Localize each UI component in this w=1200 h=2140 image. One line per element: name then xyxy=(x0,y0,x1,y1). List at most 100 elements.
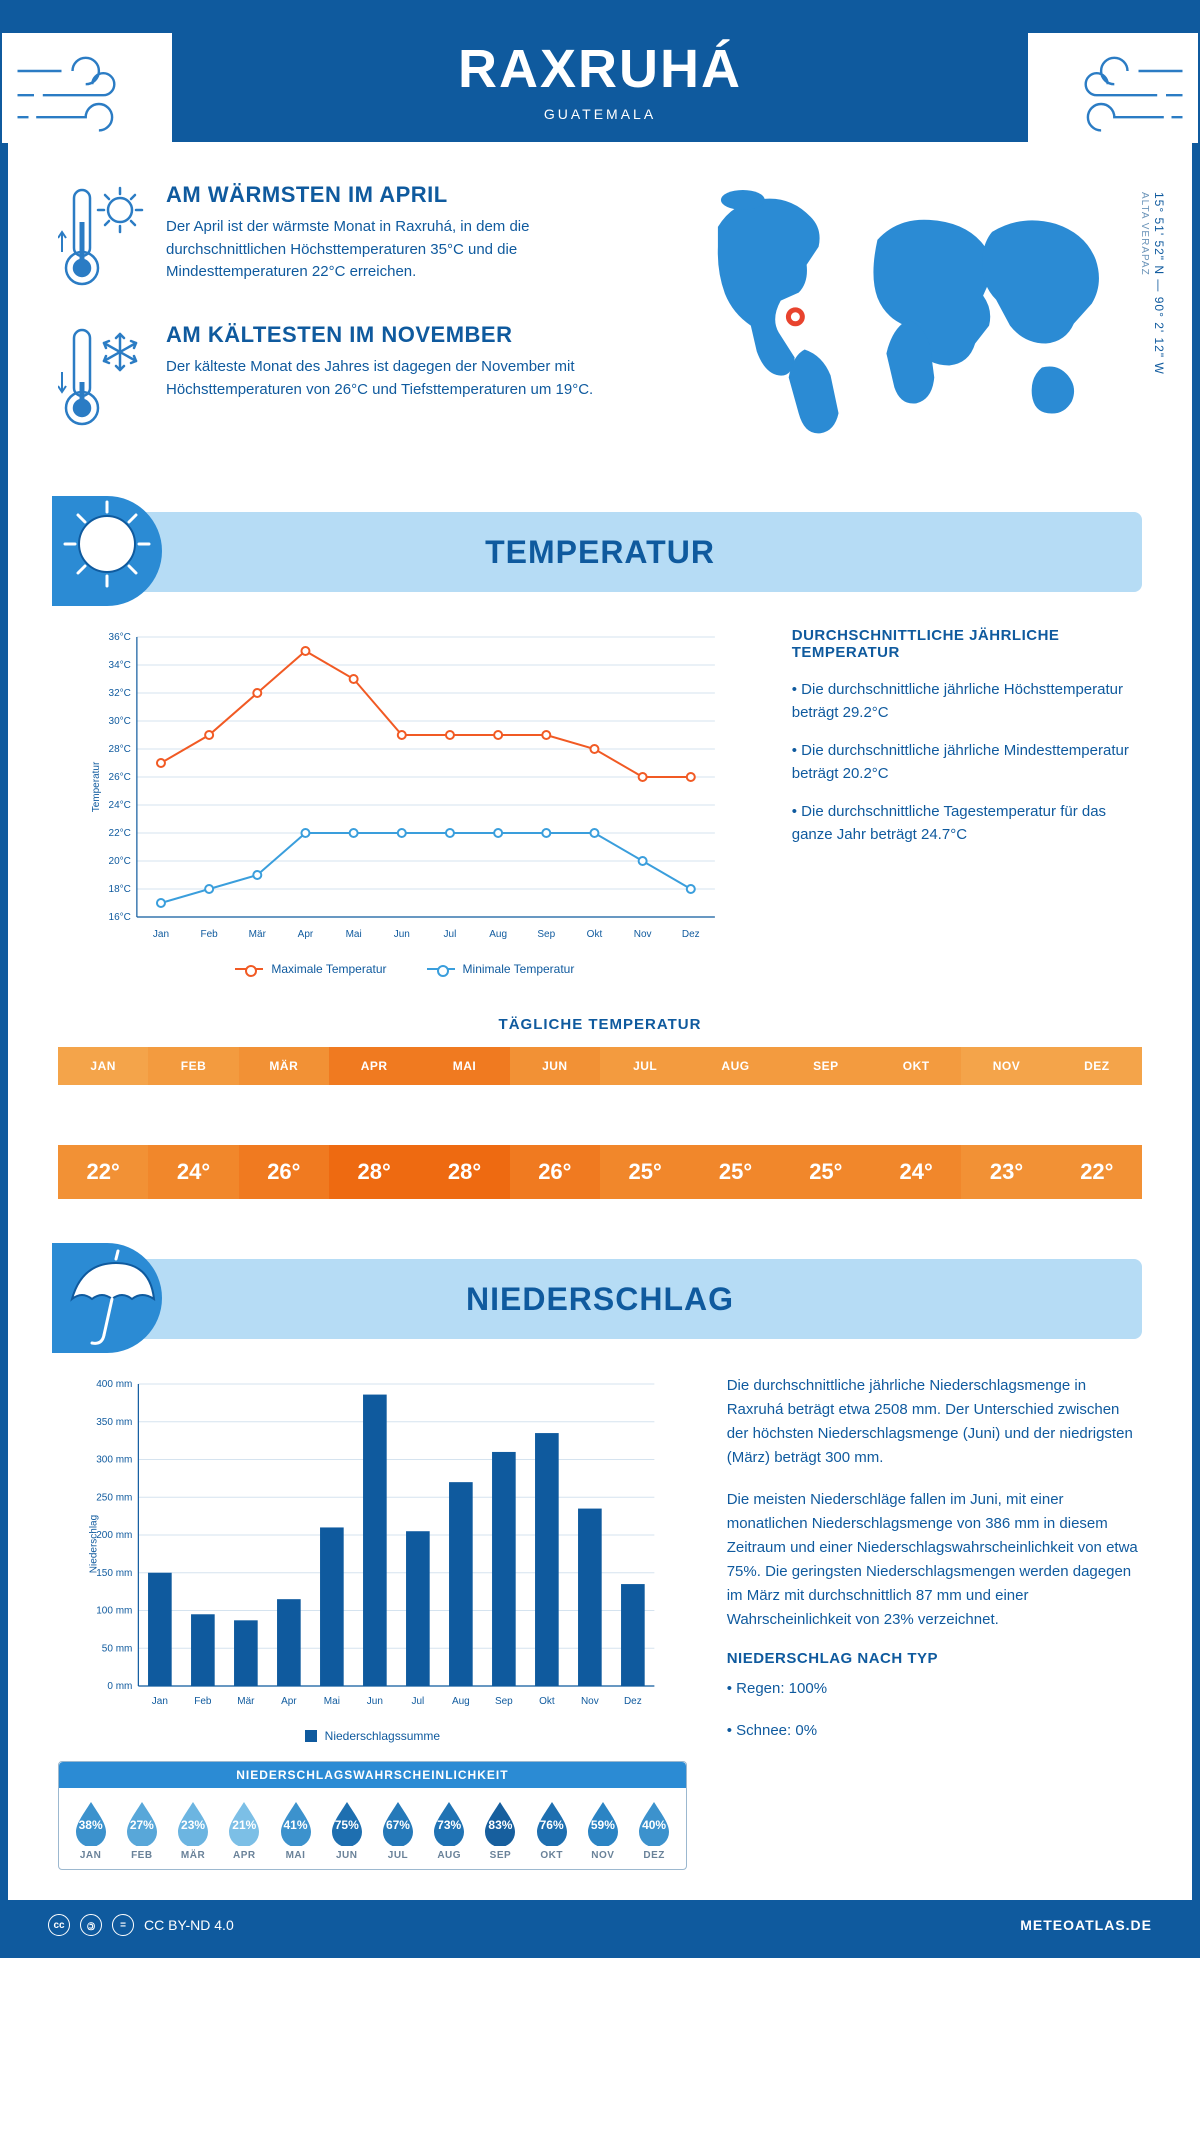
page-frame: RAXRUHÁ GUATEMALA AM WÄRMSTEN IM APRIL D xyxy=(0,0,1200,1958)
svg-text:36°C: 36°C xyxy=(109,632,131,643)
umbrella-icon xyxy=(52,1243,162,1353)
daily-month: OKT xyxy=(871,1047,961,1085)
daily-month: MAI xyxy=(419,1047,509,1085)
raindrop-icon: 21% xyxy=(225,1800,263,1846)
precip-type: • Regen: 100% xyxy=(727,1677,1142,1701)
svg-text:100 mm: 100 mm xyxy=(96,1606,132,1617)
raindrop-icon: 40% xyxy=(635,1800,673,1846)
daily-value: 24° xyxy=(148,1145,238,1199)
svg-text:300 mm: 300 mm xyxy=(96,1455,132,1466)
svg-text:Jun: Jun xyxy=(394,929,410,940)
temp-legend: Maximale Temperatur Minimale Temperatur xyxy=(58,962,752,976)
warmest-text: Der April ist der wärmste Monat in Raxru… xyxy=(166,216,643,284)
precip-type-title: NIEDERSCHLAG NACH TYP xyxy=(727,1650,1142,1667)
daily-value: 28° xyxy=(419,1145,509,1199)
svg-text:Aug: Aug xyxy=(489,929,507,940)
license-text: CC BY-ND 4.0 xyxy=(144,1917,234,1933)
svg-text:Mai: Mai xyxy=(324,1696,340,1707)
svg-text:400 mm: 400 mm xyxy=(96,1379,132,1390)
warmest-title: AM WÄRMSTEN IM APRIL xyxy=(166,182,643,208)
precipitation-info: Die durchschnittliche jährliche Niedersc… xyxy=(727,1374,1142,1870)
daily-month: MÄR xyxy=(239,1047,329,1085)
prob-cell: 73% AUG xyxy=(424,1800,475,1861)
temp-info-title: DURCHSCHNITTLICHE JÄHRLICHE TEMPERATUR xyxy=(792,627,1142,661)
daily-temp-months: JANFEBMÄRAPRMAIJUNJULAUGSEPOKTNOVDEZ xyxy=(58,1047,1142,1085)
svg-text:Mai: Mai xyxy=(346,929,362,940)
prob-cell: 23% MÄR xyxy=(167,1800,218,1861)
svg-text:150 mm: 150 mm xyxy=(96,1568,132,1579)
daily-value: 28° xyxy=(329,1145,419,1199)
prob-cell: 41% MAI xyxy=(270,1800,321,1861)
svg-text:Jul: Jul xyxy=(444,929,457,940)
svg-text:Jan: Jan xyxy=(153,929,169,940)
svg-text:28°C: 28°C xyxy=(109,744,131,755)
prob-title: NIEDERSCHLAGSWAHRSCHEINLICHKEIT xyxy=(59,1762,686,1788)
daily-month: JUN xyxy=(510,1047,600,1085)
daily-value: 22° xyxy=(1052,1145,1142,1199)
daily-value: 25° xyxy=(781,1145,871,1199)
svg-text:50 mm: 50 mm xyxy=(102,1643,133,1654)
daily-temp-title: TÄGLICHE TEMPERATUR xyxy=(58,1016,1142,1033)
daily-month: DEZ xyxy=(1052,1047,1142,1085)
raindrop-icon: 41% xyxy=(277,1800,315,1846)
raindrop-icon: 23% xyxy=(174,1800,212,1846)
svg-text:22°C: 22°C xyxy=(109,828,131,839)
warmest-fact: AM WÄRMSTEN IM APRIL Der April ist der w… xyxy=(58,182,643,292)
coldest-title: AM KÄLTESTEN IM NOVEMBER xyxy=(166,322,643,348)
prob-cell: 27% FEB xyxy=(116,1800,167,1861)
svg-text:Jul: Jul xyxy=(411,1696,424,1707)
svg-text:26°C: 26°C xyxy=(109,772,131,783)
daily-month: FEB xyxy=(148,1047,238,1085)
coldest-fact: AM KÄLTESTEN IM NOVEMBER Der kälteste Mo… xyxy=(58,322,643,432)
page-subtitle: GUATEMALA xyxy=(8,106,1192,122)
raindrop-icon: 83% xyxy=(481,1800,519,1846)
footer: cc 🄯 = CC BY-ND 4.0 METEOATLAS.DE xyxy=(8,1900,1192,1950)
nd-icon: = xyxy=(112,1914,134,1936)
precipitation-bar-chart: 0 mm50 mm100 mm150 mm200 mm250 mm300 mm3… xyxy=(58,1374,687,1714)
cc-icon: cc xyxy=(48,1914,70,1936)
svg-text:Jun: Jun xyxy=(367,1696,383,1707)
svg-text:32°C: 32°C xyxy=(109,688,131,699)
svg-text:Nov: Nov xyxy=(581,1696,599,1707)
coordinates: 15° 51' 52" N — 90° 2' 12" W xyxy=(1152,192,1166,375)
precip-legend-label: Niederschlagssumme xyxy=(325,1729,440,1743)
svg-text:Nov: Nov xyxy=(634,929,652,940)
svg-text:Feb: Feb xyxy=(194,1696,212,1707)
daily-value: 26° xyxy=(239,1145,329,1199)
svg-text:Apr: Apr xyxy=(298,929,314,940)
legend-min: Minimale Temperatur xyxy=(463,962,575,976)
daily-month: SEP xyxy=(781,1047,871,1085)
svg-text:Temperatur: Temperatur xyxy=(91,761,102,812)
temperature-heading: TEMPERATUR xyxy=(485,534,715,571)
temperature-info: DURCHSCHNITTLICHE JÄHRLICHE TEMPERATUR •… xyxy=(792,627,1142,976)
daily-value: 26° xyxy=(510,1145,600,1199)
svg-text:30°C: 30°C xyxy=(109,716,131,727)
raindrop-icon: 59% xyxy=(584,1800,622,1846)
prob-cell: 76% OKT xyxy=(526,1800,577,1861)
svg-text:Aug: Aug xyxy=(452,1696,470,1707)
daily-value: 22° xyxy=(58,1145,148,1199)
region-label: ALTA VERAPAZ xyxy=(1139,192,1150,276)
svg-text:24°C: 24°C xyxy=(109,800,131,811)
temperature-section-header: TEMPERATUR xyxy=(58,512,1142,592)
by-icon: 🄯 xyxy=(80,1914,102,1936)
svg-text:34°C: 34°C xyxy=(109,660,131,671)
sun-icon xyxy=(52,496,162,606)
site-name: METEOATLAS.DE xyxy=(1020,1917,1152,1933)
temp-bullet: • Die durchschnittliche jährliche Höchst… xyxy=(792,679,1142,724)
daily-month: JUL xyxy=(600,1047,690,1085)
location-marker-icon xyxy=(789,310,803,324)
raindrop-icon: 73% xyxy=(430,1800,468,1846)
daily-month: JAN xyxy=(58,1047,148,1085)
temp-bullet: • Die durchschnittliche jährliche Mindes… xyxy=(792,740,1142,785)
daily-temp-values: 22°24°26°28°28°26°25°25°25°24°23°22° xyxy=(58,1145,1142,1199)
prob-cell: 75% JUN xyxy=(321,1800,372,1861)
daily-month: AUG xyxy=(690,1047,780,1085)
svg-text:0 mm: 0 mm xyxy=(107,1681,132,1692)
coldest-text: Der kälteste Monat des Jahres ist dagege… xyxy=(166,356,643,401)
precipitation-heading: NIEDERSCHLAG xyxy=(466,1281,734,1318)
daily-month: NOV xyxy=(961,1047,1051,1085)
svg-text:200 mm: 200 mm xyxy=(96,1530,132,1541)
svg-text:Sep: Sep xyxy=(537,929,555,940)
svg-text:16°C: 16°C xyxy=(109,912,131,923)
